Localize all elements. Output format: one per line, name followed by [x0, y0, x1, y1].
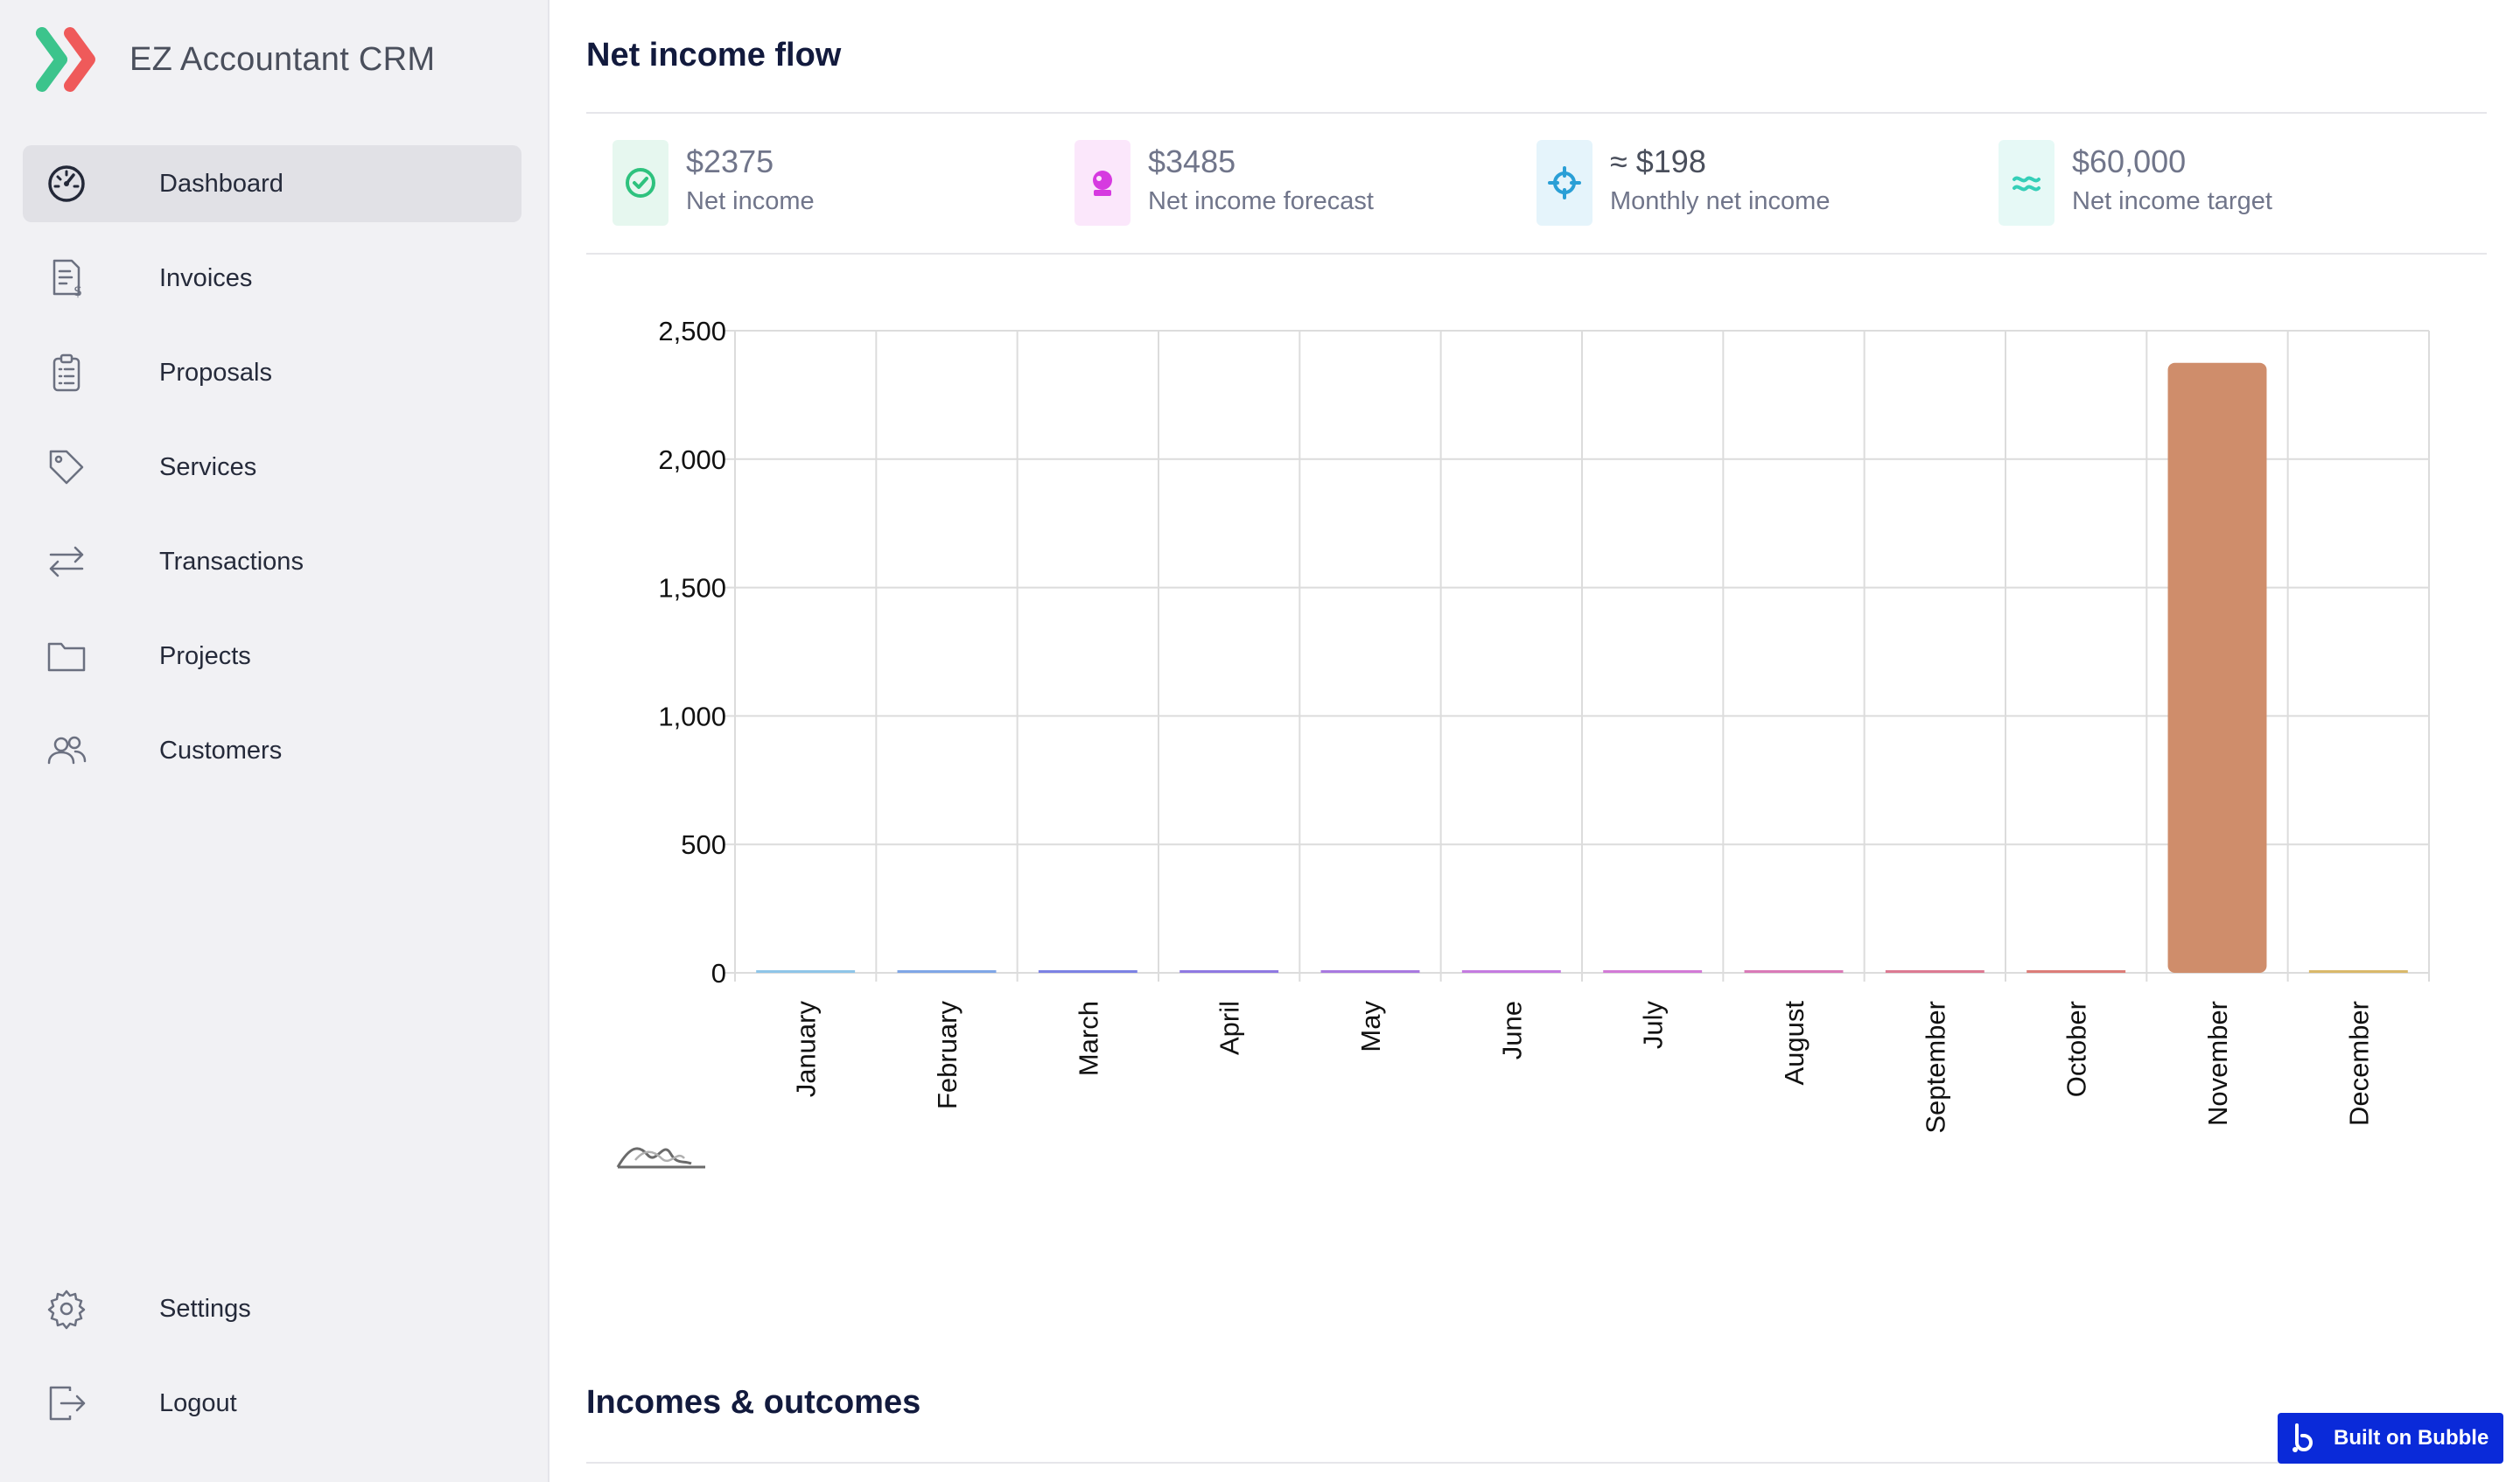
y-tick-label: 2,500 [658, 316, 726, 346]
kpi-net-income-target: $60,000 Net income target [1998, 140, 2272, 227]
bar-december[interactable] [2308, 970, 2408, 973]
divider [586, 1462, 2487, 1464]
sidebar-item-transactions[interactable]: Transactions [23, 523, 522, 600]
sidebar-item-settings[interactable]: Settings [23, 1270, 522, 1347]
bar-february[interactable] [897, 970, 997, 973]
bar-november[interactable] [2167, 362, 2267, 973]
x-tick-label: January [791, 1001, 822, 1098]
bar-september[interactable] [1885, 970, 1984, 973]
crosshair-icon [1536, 140, 1592, 226]
kpi-label: Net income forecast [1148, 187, 1374, 215]
divider [586, 253, 2487, 255]
kpi-net-income-forecast: $3485 Net income forecast [1074, 140, 1374, 227]
badge-label: Built on Bubble [2334, 1426, 2489, 1450]
bar-january[interactable] [756, 970, 856, 973]
users-icon [44, 728, 89, 773]
kpi-row: $2375 Net income $3485 Net income foreca… [612, 140, 2487, 227]
kpi-value: ≈ $198 [1610, 143, 1706, 179]
x-tick-label: March [1073, 1001, 1103, 1076]
x-tick-label: November [2202, 1001, 2233, 1126]
sidebar-item-label: Services [159, 452, 257, 481]
x-tick-label: August [1779, 1001, 1810, 1086]
gear-icon [44, 1286, 89, 1332]
bar-august[interactable] [1744, 970, 1844, 973]
svg-text:$: $ [74, 283, 82, 299]
kpi-monthly-net-income: ≈ $198 Monthly net income [1536, 140, 1830, 227]
sidebar-item-dashboard[interactable]: Dashboard [23, 145, 522, 222]
sidebar-item-label: Settings [159, 1294, 251, 1323]
sidebar-item-label: Proposals [159, 358, 272, 387]
sidebar-item-label: Invoices [159, 263, 253, 292]
bar-october[interactable] [2026, 970, 2126, 973]
check-circle-icon [612, 140, 668, 226]
kpi-value: $3485 [1148, 143, 1236, 179]
sidebar-item-label: Transactions [159, 547, 304, 576]
bar-june[interactable] [1461, 970, 1561, 973]
kpi-label: Net income [686, 187, 815, 215]
y-tick-label: 500 [681, 829, 726, 860]
y-tick-label: 1,000 [658, 701, 726, 731]
arrows-exchange-icon [44, 539, 89, 584]
sidebar-bottom-nav: Settings Logout [23, 1270, 522, 1459]
brand[interactable]: EZ Accountant CRM [35, 26, 435, 93]
y-tick-label: 0 [711, 958, 726, 989]
y-tick-label: 2,000 [658, 444, 726, 475]
chart-grid [724, 330, 2430, 982]
dashboard-gauge-icon [44, 161, 89, 206]
chevrons-right-logo [36, 27, 95, 92]
chart-y-ticks: 0 500 1,000 1,500 2,000 2,500 [658, 316, 726, 989]
y-tick-label: 1,500 [658, 573, 726, 604]
kpi-value: $2375 [686, 143, 774, 179]
kpi-net-income: $2375 Net income [612, 140, 815, 227]
x-tick-label: February [932, 1001, 962, 1110]
kpi-label: Net income target [2072, 187, 2272, 215]
x-tick-label: September [1920, 1001, 1950, 1134]
x-tick-label: December [2343, 1001, 2374, 1126]
kpi-label: Monthly net income [1610, 187, 1830, 215]
sidebar: EZ Accountant CRM Dashboard $ Invoices P… [0, 0, 550, 1482]
waves-icon [1998, 140, 2054, 226]
net-income-bar-chart: 0 500 1,000 1,500 2,000 2,500 January February… [616, 316, 2430, 1169]
sidebar-item-proposals[interactable]: Proposals [23, 334, 522, 411]
logout-icon [44, 1381, 89, 1426]
invoice-icon: $ [44, 255, 89, 301]
clipboard-icon [44, 350, 89, 395]
app-name: EZ Accountant CRM [130, 40, 436, 78]
folder-icon [44, 633, 89, 679]
sidebar-item-services[interactable]: Services [23, 429, 522, 506]
x-tick-label: May [1355, 1001, 1386, 1052]
sidebar-nav: Dashboard $ Invoices Proposals Services … [23, 145, 522, 807]
bar-april[interactable] [1180, 970, 1279, 973]
kpi-value: $60,000 [2072, 143, 2187, 179]
sidebar-item-label: Projects [159, 641, 251, 670]
chart-bars [756, 362, 2408, 973]
chart-type-icon[interactable] [616, 1147, 705, 1169]
sidebar-item-label: Customers [159, 736, 283, 765]
x-tick-label: July [1638, 1001, 1669, 1050]
incomes-outcomes-title: Incomes & outcomes [586, 1384, 921, 1421]
sidebar-item-projects[interactable]: Projects [23, 618, 522, 695]
x-tick-label: June [1496, 1001, 1527, 1059]
crystal-ball-icon [1074, 140, 1130, 226]
tag-icon [44, 444, 89, 490]
sidebar-item-logout[interactable]: Logout [23, 1365, 522, 1442]
divider [586, 112, 2487, 114]
sidebar-item-label: Logout [159, 1388, 237, 1417]
bar-march[interactable] [1038, 970, 1138, 973]
chart-x-ticks: January February March April May June July Augu… [791, 1001, 2375, 1134]
sidebar-item-invoices[interactable]: $ Invoices [23, 240, 522, 317]
bubble-logo-icon [2292, 1423, 2313, 1452]
bar-may[interactable] [1320, 970, 1420, 973]
sidebar-item-customers[interactable]: Customers [23, 712, 522, 789]
net-income-flow-title: Net income flow [586, 37, 842, 73]
bar-july[interactable] [1603, 970, 1703, 973]
sidebar-item-label: Dashboard [159, 169, 284, 198]
x-tick-label: April [1214, 1001, 1245, 1055]
x-tick-label: October [2062, 1001, 2092, 1097]
built-on-bubble-badge[interactable]: Built on Bubble [2278, 1413, 2503, 1464]
